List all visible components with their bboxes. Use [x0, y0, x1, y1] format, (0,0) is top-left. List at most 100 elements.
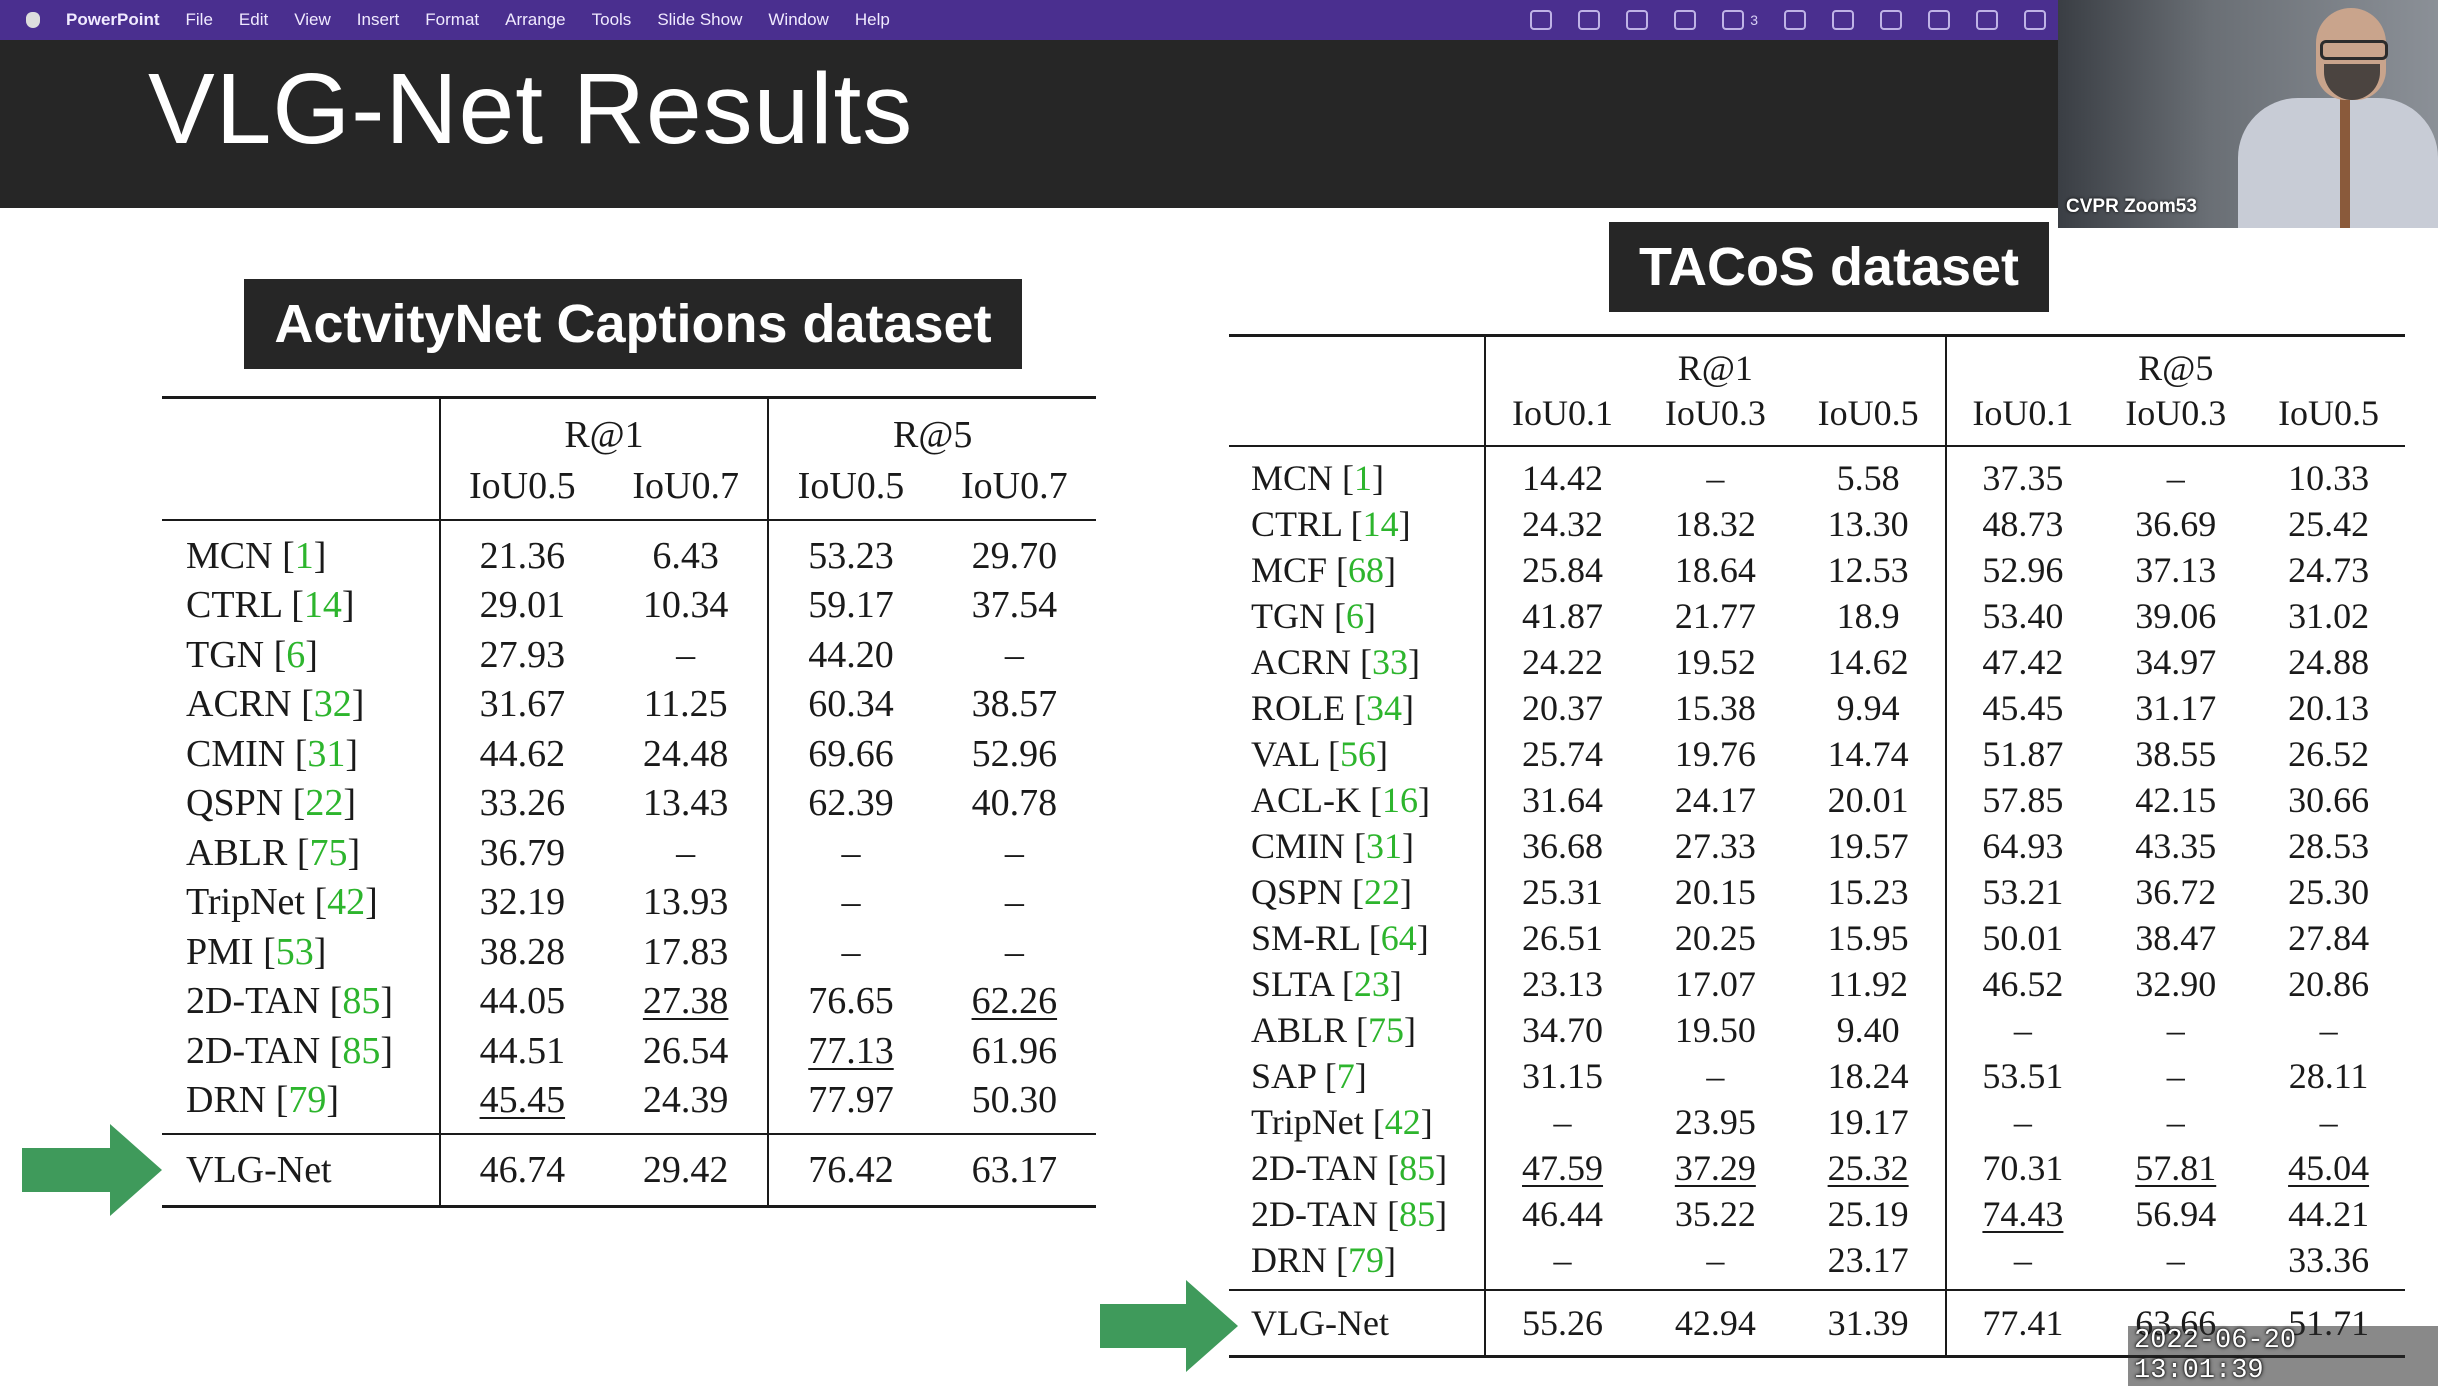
cell-value: 20.37	[1522, 688, 1604, 728]
menu-bar: PowerPoint File Edit View Insert Format …	[0, 0, 2060, 40]
citation-link[interactable]: 79	[288, 1079, 327, 1122]
cell-value: 34.97	[2135, 642, 2217, 682]
citation-link[interactable]: 42	[1384, 1102, 1421, 1142]
table-cell: 76.65	[768, 977, 932, 1027]
table-row: TripNet [42] – 23.95 19.17 – – –	[1229, 1099, 2405, 1145]
citation-link[interactable]: 14	[1362, 504, 1399, 544]
vlg-net-row: VLG-Net 46.74 29.42 76.42 63.17	[162, 1133, 1096, 1207]
citation-link[interactable]: 33	[1372, 642, 1409, 682]
arrow-right-icon	[22, 1124, 162, 1216]
citation-link[interactable]: 16	[1382, 780, 1418, 820]
table-cell: 27.38	[603, 976, 770, 1026]
citation-link[interactable]: 56	[1340, 734, 1377, 774]
search-icon[interactable]	[1832, 10, 1854, 30]
cell-value: 25.74	[1522, 734, 1604, 774]
table-cell: 31.64	[1485, 777, 1639, 823]
battery-icon[interactable]	[1976, 10, 1998, 30]
cell-value: 23.95	[1674, 1102, 1756, 1142]
table-cell: 53.21	[1946, 869, 2100, 915]
menu-window[interactable]: Window	[768, 10, 829, 29]
cell-value: 39.06	[2135, 596, 2217, 636]
method-label: 2D-TAN	[1251, 1148, 1388, 1188]
citation-link[interactable]: 85	[342, 1029, 381, 1072]
table-cell: 14.62	[1791, 639, 1947, 685]
cell-value: 13.43	[642, 782, 729, 825]
cell-value: 25.19	[1827, 1194, 1909, 1234]
table-cell: 13.43	[603, 778, 770, 828]
citation-link[interactable]: 53	[275, 930, 314, 973]
citation-link[interactable]: 22	[1364, 872, 1401, 912]
shield-icon[interactable]	[1784, 10, 1806, 30]
wechat-icon[interactable]	[1722, 10, 1745, 30]
citation-link[interactable]: 1	[294, 534, 314, 577]
citation-link[interactable]: 7	[1336, 1056, 1355, 1096]
menu-view[interactable]: View	[294, 10, 331, 29]
citation-link[interactable]: 1	[1354, 458, 1373, 498]
table-cell: 21.77	[1639, 593, 1792, 639]
citation-link[interactable]: 64	[1380, 918, 1417, 958]
citation-link[interactable]: 85	[1399, 1148, 1436, 1188]
table-cell: 20.13	[2252, 685, 2405, 731]
table-row: DRN [79] 45.45 24.39 77.97 50.30	[162, 1075, 1096, 1134]
menu-tools[interactable]: Tools	[591, 10, 632, 29]
citation-link[interactable]: 75	[1368, 1010, 1405, 1050]
method-name: VAL [56]	[1229, 731, 1487, 777]
cell-value: 29.70	[971, 534, 1058, 577]
citation-link[interactable]: 31	[1366, 826, 1403, 866]
menu-edit[interactable]: Edit	[238, 10, 269, 29]
cell-value: –	[1706, 1240, 1725, 1280]
method-name: QSPN [22]	[162, 778, 441, 828]
citation-link[interactable]: 42	[327, 881, 366, 924]
table-cell: 24.48	[603, 729, 770, 779]
cell-value: 24.73	[2288, 550, 2370, 590]
activitynet-table-body: MCN [1] 21.36 6.43 53.23 29.70 CTRL [14] 29.01…	[162, 520, 1096, 1134]
box-icon[interactable]	[1626, 10, 1649, 30]
cell-value: 12.53	[1827, 550, 1909, 590]
citation-link[interactable]: 31	[307, 732, 346, 775]
table-cell: 57.81	[2099, 1145, 2252, 1191]
citation-link[interactable]: 75	[309, 831, 348, 874]
method-label: 2D-TAN	[186, 980, 330, 1023]
citation-link[interactable]: 22	[305, 782, 344, 825]
menu-insert[interactable]: Insert	[356, 10, 400, 29]
table-cell: 18.9	[1791, 593, 1947, 639]
header-empty-cell	[162, 463, 441, 521]
citation-link[interactable]: 6	[286, 633, 306, 676]
menu-format[interactable]: Format	[425, 10, 480, 29]
cell-value: 18.9	[1836, 596, 1900, 636]
table-cell: 35.22	[1639, 1191, 1792, 1237]
citation-link[interactable]: 32	[313, 683, 352, 726]
citation-link[interactable]: 14	[303, 584, 342, 627]
citation-link[interactable]: 6	[1346, 596, 1364, 636]
citation-link[interactable]: 85	[342, 980, 381, 1023]
cell-value: 24.17	[1674, 780, 1756, 820]
display-icon[interactable]	[1880, 10, 1902, 30]
menu-app-name[interactable]: PowerPoint	[66, 10, 160, 29]
menu-file[interactable]: File	[185, 10, 213, 29]
cell-value: 38.55	[2135, 734, 2217, 774]
menu-help[interactable]: Help	[854, 10, 890, 29]
cell-value: 26.52	[2288, 734, 2370, 774]
method-name: ROLE [34]	[1229, 685, 1487, 731]
table-row: SM-RL [64] 26.51 20.25 15.95 50.01 38.47 27.84	[1229, 915, 2405, 961]
creative-cloud-icon[interactable]	[1530, 10, 1553, 30]
citation-link[interactable]: 34	[1366, 688, 1402, 728]
video-thumbnail[interactable]: CVPR Zoom53	[2058, 0, 2438, 228]
method-label: ROLE	[1251, 688, 1354, 728]
citation-link[interactable]: 23	[1353, 964, 1390, 1004]
menu-arrange[interactable]: Arrange	[505, 10, 566, 29]
cloud-icon[interactable]	[1578, 10, 1601, 30]
citation-link[interactable]: 68	[1348, 550, 1385, 590]
bluetooth-icon[interactable]	[1928, 10, 1950, 30]
citation-link[interactable]: 85	[1399, 1194, 1436, 1234]
table-cell: 25.19	[1791, 1191, 1947, 1237]
citation-link[interactable]: 79	[1348, 1240, 1385, 1280]
cell-value: 24.48	[642, 732, 729, 775]
cell-value: 6.43	[652, 534, 719, 577]
apple-icon[interactable]	[26, 12, 40, 28]
menu-slide-show[interactable]: Slide Show	[657, 10, 743, 29]
screen-share-icon[interactable]	[2024, 10, 2046, 30]
window-icon[interactable]	[1674, 10, 1697, 30]
cell-value: 24.32	[1522, 504, 1604, 544]
method-label: TripNet	[186, 881, 315, 924]
